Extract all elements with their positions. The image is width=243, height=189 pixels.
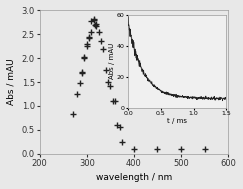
Point (87, 35, 91, 38)
Point (93, 23, 97, 26)
Point (85, 42, 89, 45)
Point (99, 40, 103, 43)
Point (132, 147, 136, 150)
Point (71, 113, 75, 116)
Y-axis label: Abs / mAU: Abs / mAU (7, 59, 16, 105)
Point (104, 69, 108, 72)
Point (94, 22, 98, 25)
Point (108, 84, 112, 87)
Point (113, 100, 117, 103)
Point (80, 72, 84, 75)
Point (96, 30, 100, 33)
Point (111, 100, 115, 103)
Point (94, 24, 98, 27)
Point (92, 19, 96, 22)
Point (85, 45, 89, 48)
Point (92, 18, 96, 21)
Point (203, 147, 207, 150)
Point (75, 92, 79, 95)
Point (156, 147, 159, 150)
Point (89, 19, 93, 22)
Point (179, 147, 183, 150)
Point (78, 81, 82, 84)
Point (120, 140, 124, 143)
Point (87, 37, 91, 40)
Point (82, 57, 86, 60)
Point (88, 30, 92, 33)
Point (80, 71, 84, 74)
Point (106, 81, 110, 84)
Point (101, 47, 105, 50)
Point (82, 56, 86, 59)
X-axis label: wavelength / nm: wavelength / nm (96, 173, 172, 182)
Point (115, 123, 119, 126)
Point (118, 126, 122, 129)
